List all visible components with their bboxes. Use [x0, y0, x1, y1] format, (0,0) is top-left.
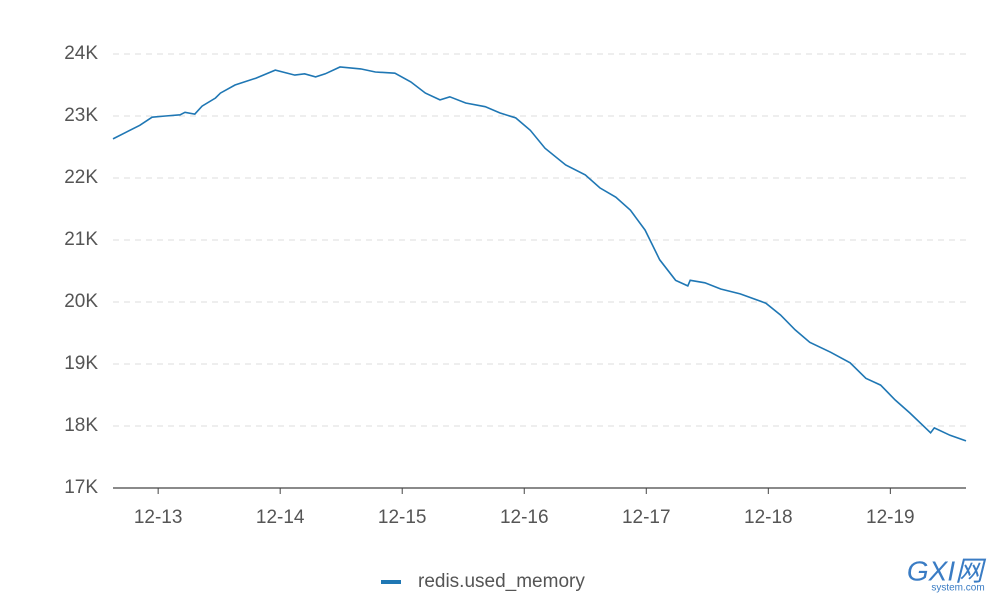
series-line	[112, 66, 967, 442]
x-tick-label: 12-16	[500, 507, 549, 528]
y-tick-label: 21K	[64, 229, 98, 250]
x-tick-label: 12-18	[744, 507, 793, 528]
y-tick-label: 20K	[64, 291, 98, 312]
watermark: system.com	[931, 583, 984, 594]
x-tick-label: 12-17	[622, 507, 671, 528]
y-tick-label: 23K	[64, 105, 98, 126]
y-tick-label: 24K	[64, 43, 98, 64]
x-tick-label: 12-19	[866, 507, 915, 528]
x-tick-label: 12-13	[134, 507, 183, 528]
y-tick-label: 17K	[64, 477, 98, 498]
legend-label: redis.used_memory	[418, 571, 585, 592]
y-tick-label: 22K	[64, 167, 98, 188]
x-tick-label: 12-14	[256, 507, 305, 528]
watermark: GXI网	[907, 555, 987, 586]
x-tick-label: 12-15	[378, 507, 427, 528]
y-tick-label: 18K	[64, 415, 98, 436]
y-tick-label: 19K	[64, 353, 98, 374]
